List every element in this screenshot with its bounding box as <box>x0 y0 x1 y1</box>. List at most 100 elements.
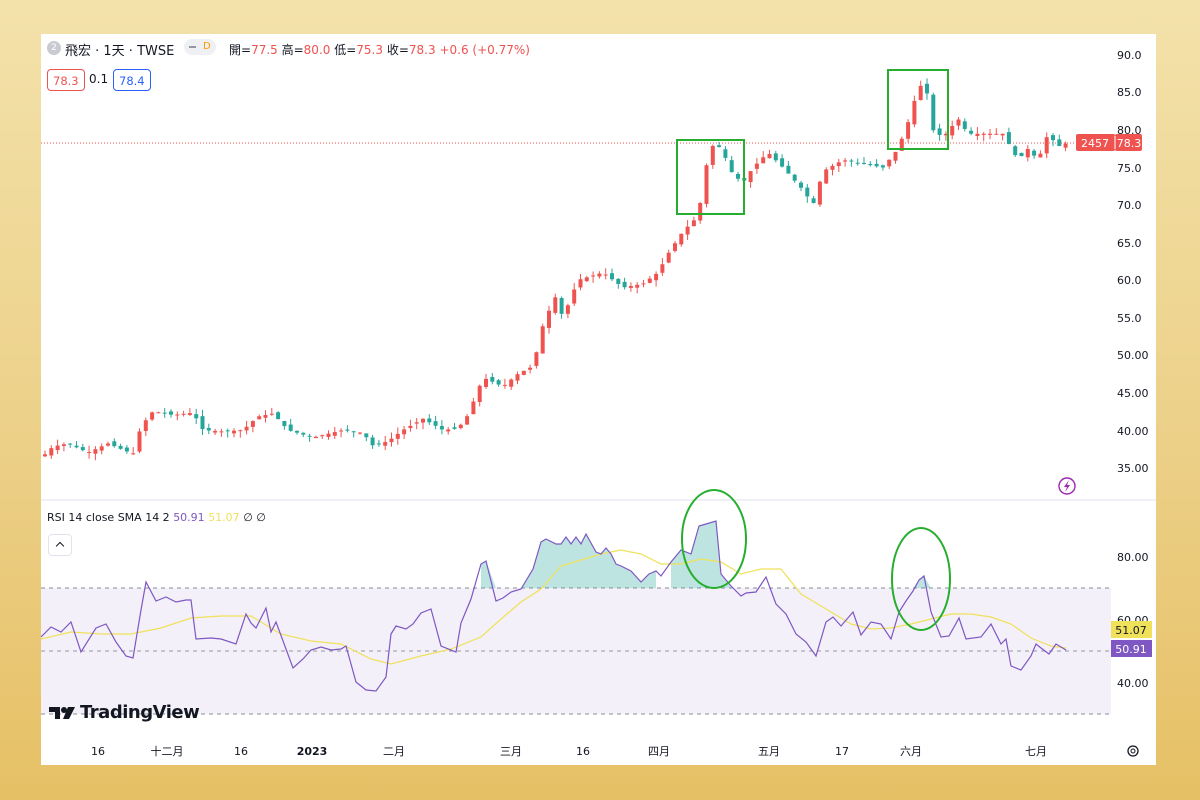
price-chart[interactable]: 90.0 85.0 80.0 75.0 70.0 65.0 60.0 55.0 50.00 45.… <box>41 34 1156 765</box>
time-axis-label: 16 <box>91 745 105 758</box>
ohlc-readout: 開=77.5 高=80.0 低=75.3 收=78.3 +0.6 (+0.77%… <box>229 43 530 57</box>
symbol-icon: 2 <box>47 41 61 55</box>
price-axis-label: 50.00 <box>1117 349 1149 362</box>
candle-body <box>591 275 596 277</box>
candle-body <box>395 433 400 439</box>
candle-body <box>1019 152 1024 157</box>
candle-body <box>452 427 457 429</box>
candle-body <box>962 121 967 129</box>
candle-body <box>414 422 419 424</box>
candle-body <box>433 421 438 426</box>
candle-body <box>943 133 948 136</box>
countdown-label: 2457 <box>1081 137 1109 150</box>
chart-panel[interactable]: 90.0 85.0 80.0 75.0 70.0 65.0 60.0 55.0 50.00 45.… <box>41 34 1156 765</box>
candle-body <box>376 443 381 445</box>
highlight-box-june <box>887 69 949 150</box>
candle-body <box>547 310 551 328</box>
price-axis-label: 85.0 <box>1117 86 1142 99</box>
candle-body <box>458 424 463 429</box>
candle-body <box>641 283 646 285</box>
candle-body <box>93 449 98 454</box>
candle-body <box>931 94 936 131</box>
candle-body <box>799 182 803 188</box>
candle-body <box>767 154 772 159</box>
price-axis-label: 75.0 <box>1117 162 1142 175</box>
candle-body <box>723 149 728 158</box>
candle-body <box>389 438 394 443</box>
rsi-legend-params: 14 close SMA 14 2 <box>68 511 170 524</box>
price-axis-label: 65.0 <box>1117 237 1142 250</box>
candle-body <box>320 435 325 437</box>
candle-body <box>899 138 904 151</box>
candle-body <box>471 401 476 415</box>
bid-price-button[interactable]: 78.3 <box>47 69 85 91</box>
candle-body <box>383 442 388 446</box>
candle-body <box>717 145 722 148</box>
candle-body <box>345 429 350 431</box>
rsi-value-tags: 51.07 50.91 <box>1111 621 1152 657</box>
candle-body <box>925 83 929 94</box>
ask-price-button[interactable]: 78.4 <box>113 69 151 91</box>
candle-body <box>1057 139 1062 147</box>
market-badge-label: D <box>203 41 211 52</box>
candle-body <box>704 165 709 204</box>
candle-body <box>528 367 533 370</box>
ohlc-close: 78.3 <box>408 43 436 57</box>
candle-body <box>565 305 570 314</box>
candle-body <box>918 85 923 100</box>
candle-body <box>213 430 218 433</box>
candle-body <box>219 431 224 433</box>
candle-body <box>666 252 671 263</box>
candle-body <box>1063 143 1068 148</box>
candle-body <box>969 130 974 134</box>
candle-body <box>1000 133 1005 136</box>
candle-body <box>80 447 85 451</box>
candle-body <box>603 274 608 276</box>
candle-body <box>364 433 369 438</box>
candle-body <box>112 441 117 447</box>
lightning-icon[interactable] <box>1058 477 1076 495</box>
candle-body <box>880 165 885 168</box>
candle-body <box>137 431 142 452</box>
time-axis-label: 三月 <box>500 745 522 758</box>
price-axis-label: 40.00 <box>1117 425 1149 438</box>
candle-body <box>150 412 155 420</box>
candle-body <box>1032 150 1037 156</box>
candle-body <box>295 430 299 433</box>
candle-body <box>780 158 785 167</box>
candle-body <box>408 425 413 429</box>
candle-body <box>988 133 992 135</box>
candle-body <box>685 226 690 235</box>
ohlc-open: 77.5 <box>251 43 278 57</box>
price-axis-label: 35.00 <box>1117 462 1149 475</box>
candle-body <box>124 447 129 452</box>
candle-body <box>836 162 841 167</box>
candle-body <box>339 430 344 432</box>
candle-body <box>206 428 211 431</box>
candle-body <box>572 289 577 304</box>
candle-body <box>950 126 955 136</box>
candle-body <box>1013 146 1018 156</box>
candle-body <box>402 429 407 435</box>
candle-body <box>893 151 898 161</box>
price-axis-label: 80.0 <box>1117 124 1142 137</box>
candle-body <box>691 220 696 227</box>
settings-gear-icon[interactable] <box>1127 745 1139 757</box>
symbol-title[interactable]: 飛宏 · 1天 · TWSE <box>65 44 175 59</box>
price-axis-label: 45.00 <box>1117 387 1149 400</box>
candle-body <box>862 162 866 164</box>
rsi-legend[interactable]: RSI 14 close SMA 14 2 50.91 51.07 ∅ ∅ <box>47 511 266 524</box>
time-axis-label: 16 <box>234 745 248 758</box>
candle-body <box>710 145 715 165</box>
ohlc-change: +0.6 (+0.77%) <box>439 43 530 57</box>
candle-body <box>855 162 860 164</box>
candle-body <box>225 430 230 432</box>
candle-body <box>509 379 514 387</box>
candle-body <box>817 181 822 205</box>
candle-body <box>87 452 92 454</box>
candle-body <box>244 426 249 431</box>
candle-body <box>534 352 539 366</box>
collapse-button[interactable] <box>48 534 72 556</box>
candle-body <box>307 435 312 437</box>
candle-body <box>628 286 633 288</box>
